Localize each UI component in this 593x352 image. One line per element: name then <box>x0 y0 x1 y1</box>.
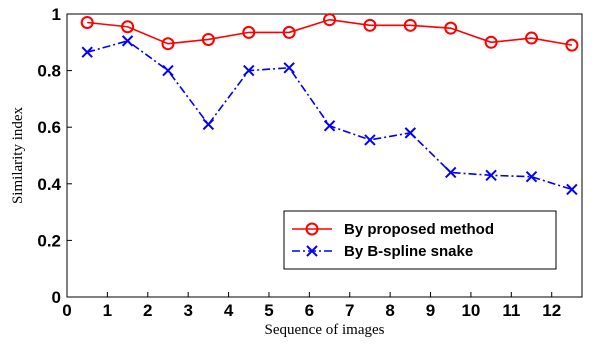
data-point <box>485 169 497 182</box>
data-point <box>566 183 578 196</box>
data-point <box>363 18 377 32</box>
y-tick-label: 0.8 <box>37 62 61 81</box>
y-tick-label: 1 <box>52 5 61 24</box>
x-tick-label: 5 <box>264 301 273 320</box>
x-tick-label: 4 <box>224 301 234 320</box>
x-tick-label: 3 <box>183 301 192 320</box>
x-tick-label: 1 <box>103 301 112 320</box>
x-tick-label: 2 <box>143 301 152 320</box>
series-2 <box>81 35 578 196</box>
legend-marker <box>306 245 318 257</box>
data-point <box>444 21 458 35</box>
legend-label: By B-spline snake <box>344 243 473 260</box>
data-point <box>323 13 337 27</box>
data-point <box>283 62 295 74</box>
y-tick-label: 0 <box>52 288 61 307</box>
data-point <box>282 25 296 39</box>
data-point <box>565 38 579 52</box>
x-tick-label: 10 <box>461 301 480 320</box>
x-tick-label: 9 <box>426 301 435 320</box>
data-point <box>242 25 256 39</box>
x-tick-label: 6 <box>305 301 314 320</box>
y-tick-label: 0.4 <box>37 175 61 194</box>
x-tick-label: 12 <box>542 301 561 320</box>
data-point <box>161 37 175 51</box>
x-tick-label: 7 <box>345 301 354 320</box>
y-tick-label: 0.2 <box>37 231 61 250</box>
legend-label: By proposed method <box>344 221 494 238</box>
legend-item: By proposed method <box>292 221 494 238</box>
data-point <box>121 35 134 47</box>
x-tick-label: 11 <box>502 301 520 320</box>
data-point <box>525 31 539 45</box>
series-1 <box>80 13 579 52</box>
x-axis-label: Sequence of images <box>265 322 385 338</box>
data-point <box>323 120 336 132</box>
legend: By proposed method By B-spline snake <box>283 210 557 270</box>
series-line <box>87 18 573 46</box>
data-point <box>202 118 215 131</box>
y-axis-label: Similarity index <box>10 106 26 204</box>
y-tick-label: 0.6 <box>37 118 61 137</box>
legend-item: By B-spline snake <box>292 243 473 260</box>
x-tick-label: 8 <box>385 301 394 320</box>
data-point <box>162 64 174 77</box>
data-point <box>364 134 376 146</box>
data-point <box>484 35 498 49</box>
data-point <box>404 127 417 139</box>
x-tick-label: 0 <box>62 301 71 320</box>
data-point <box>445 166 457 179</box>
legend-marker <box>305 222 319 236</box>
data-point <box>81 46 93 58</box>
data-point <box>403 18 417 32</box>
data-point <box>525 171 538 183</box>
series-layer <box>80 13 579 196</box>
data-point <box>80 15 94 29</box>
data-point <box>201 32 215 46</box>
legend-box <box>283 210 557 270</box>
data-point <box>243 64 255 77</box>
data-point <box>121 20 135 34</box>
